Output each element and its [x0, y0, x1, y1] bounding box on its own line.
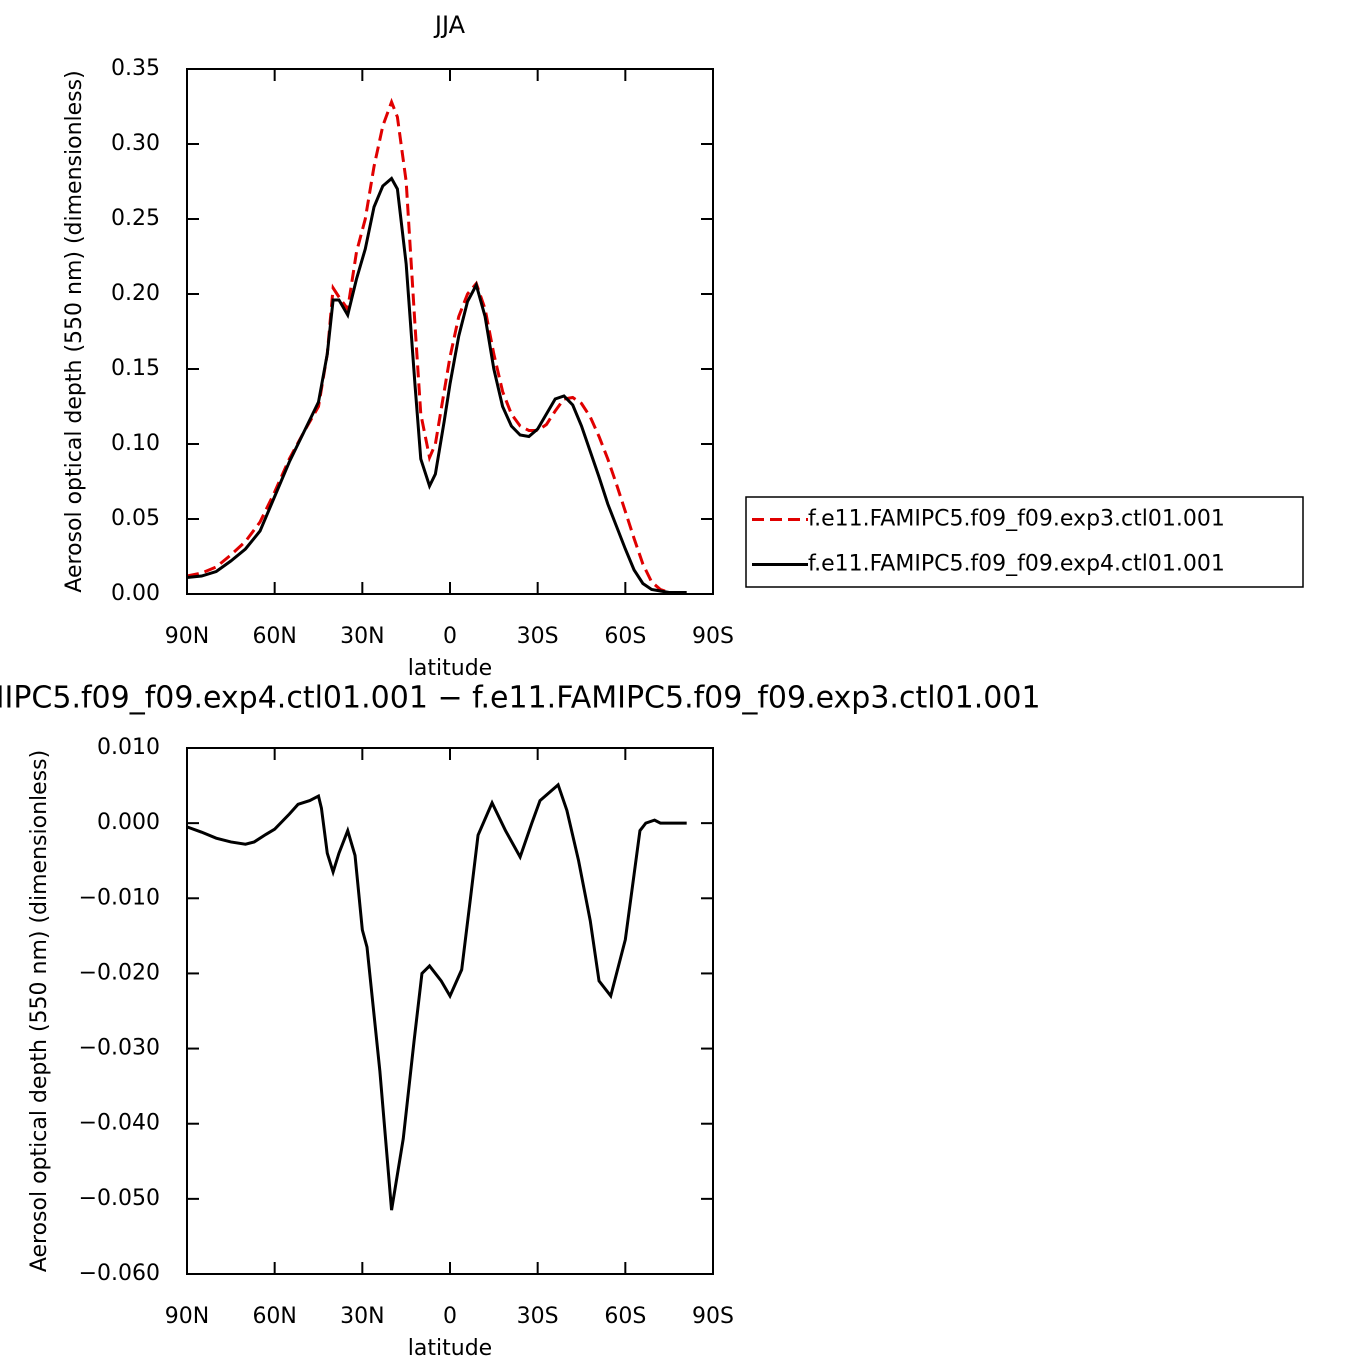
y-tick-label: −0.030 [79, 1036, 160, 1061]
chart-title: JJA [433, 11, 466, 39]
x-tick-label: 30S [517, 624, 559, 649]
x-tick-label: 60N [252, 1304, 296, 1329]
y-tick-label: 0.10 [111, 431, 160, 456]
x-tick-label: 90S [692, 624, 734, 649]
data-line [186, 176, 687, 594]
x-tick-label: 90N [165, 624, 209, 649]
y-axis-label: Aerosol optical depth (550 nm) (dimensio… [27, 750, 52, 1272]
x-tick-label: 30N [340, 624, 384, 649]
y-tick-label: 0.30 [111, 131, 160, 156]
x-tick-label: 60S [604, 624, 646, 649]
plot-frame [186, 747, 714, 1275]
y-tick-label: 0.05 [111, 506, 160, 531]
x-tick-label: 30N [340, 1304, 384, 1329]
y-axis-label: Aerosol optical depth (550 nm) (dimensio… [62, 70, 87, 592]
y-tick-label: −0.050 [79, 1186, 160, 1211]
x-tick-label: 0 [443, 1304, 457, 1329]
y-tick-label: −0.040 [79, 1111, 160, 1136]
x-tick-label: 60N [252, 624, 296, 649]
y-tick-label: −0.010 [79, 885, 160, 910]
x-tick-label: 0 [443, 624, 457, 649]
x-axis-label: latitude [408, 656, 492, 681]
chart-title: f.e11.FAMIPC5.f09_f09.exp4.ctl01.001 − f… [0, 681, 1041, 716]
y-tick-label: 0.000 [97, 810, 160, 835]
y-tick-label: 0.00 [111, 581, 160, 606]
y-tick-label: 0.15 [111, 356, 160, 381]
y-tick-label: −0.060 [79, 1261, 160, 1286]
legend-label: f.e11.FAMIPC5.f09_f09.exp4.ctl01.001 [808, 552, 1225, 577]
y-tick-label: 0.20 [111, 281, 160, 306]
legend-label: f.e11.FAMIPC5.f09_f09.exp3.ctl01.001 [808, 507, 1225, 532]
y-tick-label: −0.020 [79, 960, 160, 985]
x-tick-label: 60S [604, 1304, 646, 1329]
data-line [186, 782, 687, 1211]
data-line [186, 97, 687, 594]
x-tick-label: 90S [692, 1304, 734, 1329]
x-tick-label: 30S [517, 1304, 559, 1329]
y-tick-label: 0.35 [111, 56, 160, 81]
legend-box [745, 496, 1304, 588]
y-tick-label: 0.25 [111, 206, 160, 231]
x-tick-label: 90N [165, 1304, 209, 1329]
y-tick-label: 0.010 [97, 735, 160, 760]
x-axis-label: latitude [408, 1336, 492, 1361]
plot-frame [186, 68, 714, 595]
